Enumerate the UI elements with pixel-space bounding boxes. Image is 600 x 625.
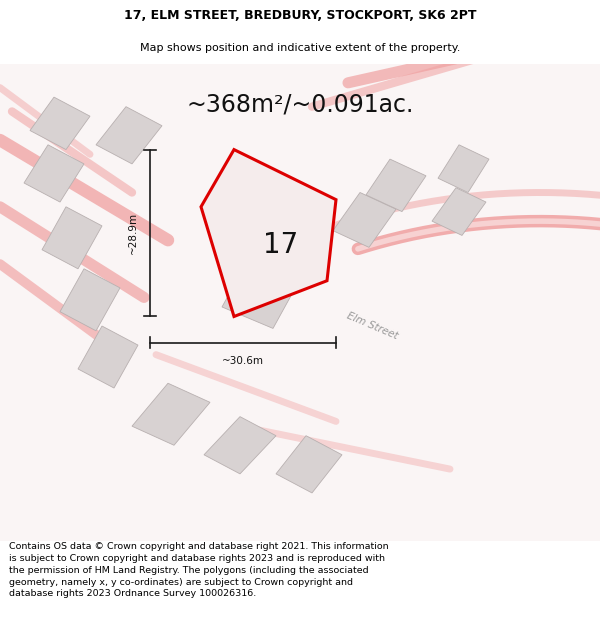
- Polygon shape: [42, 207, 102, 269]
- Polygon shape: [132, 383, 210, 445]
- Text: ~30.6m: ~30.6m: [222, 356, 264, 366]
- Polygon shape: [333, 192, 396, 248]
- Text: 17: 17: [263, 231, 298, 259]
- Polygon shape: [204, 417, 276, 474]
- Polygon shape: [60, 269, 120, 331]
- Polygon shape: [78, 326, 138, 388]
- Polygon shape: [276, 436, 342, 493]
- Text: Contains OS data © Crown copyright and database right 2021. This information
is : Contains OS data © Crown copyright and d…: [9, 542, 389, 599]
- Polygon shape: [222, 269, 294, 328]
- Text: Elm Street: Elm Street: [345, 311, 399, 341]
- Polygon shape: [438, 145, 489, 192]
- Polygon shape: [24, 145, 84, 202]
- Text: Map shows position and indicative extent of the property.: Map shows position and indicative extent…: [140, 42, 460, 52]
- Text: ~368m²/~0.091ac.: ~368m²/~0.091ac.: [187, 92, 413, 116]
- Polygon shape: [366, 159, 426, 212]
- Polygon shape: [201, 149, 336, 316]
- Text: ~28.9m: ~28.9m: [128, 212, 138, 254]
- Polygon shape: [96, 107, 162, 164]
- Polygon shape: [432, 188, 486, 236]
- Text: 17, ELM STREET, BREDBURY, STOCKPORT, SK6 2PT: 17, ELM STREET, BREDBURY, STOCKPORT, SK6…: [124, 9, 476, 22]
- Polygon shape: [30, 97, 90, 149]
